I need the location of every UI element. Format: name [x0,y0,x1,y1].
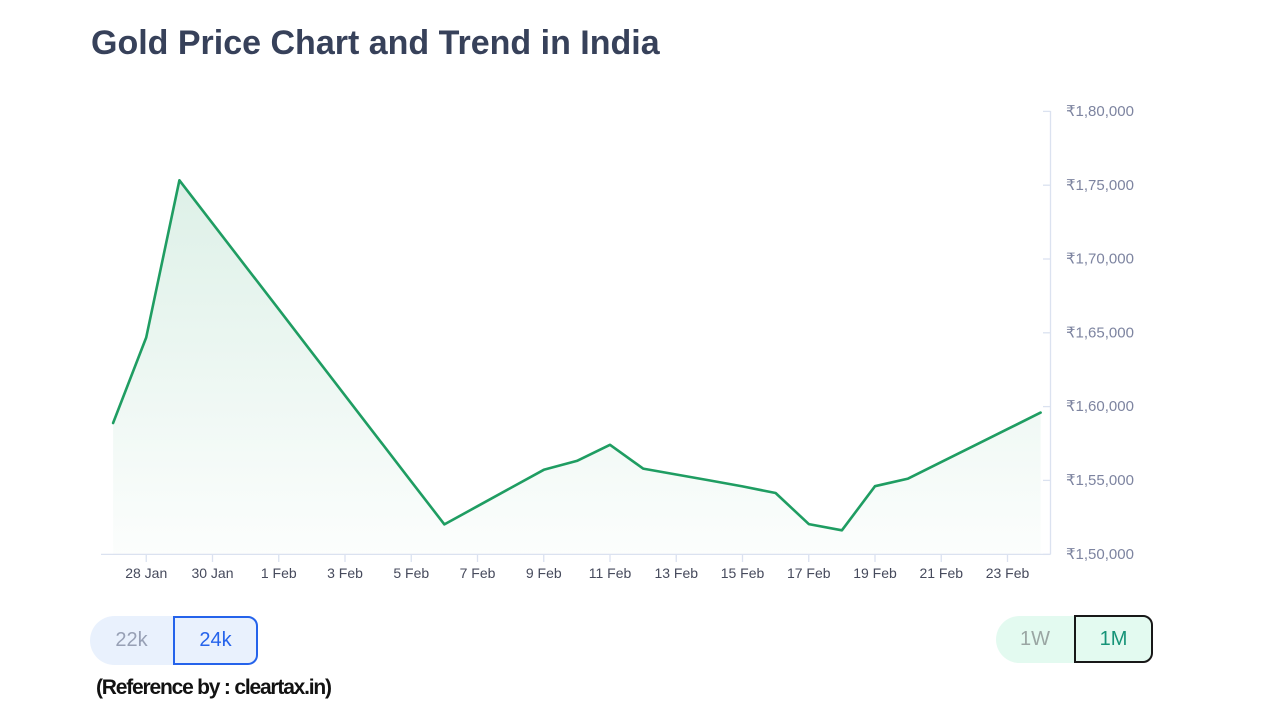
svg-text:28 Jan: 28 Jan [125,565,167,581]
svg-text:₹1,65,000: ₹1,65,000 [1066,324,1134,341]
svg-text:3 Feb: 3 Feb [327,565,363,581]
svg-text:15 Feb: 15 Feb [721,565,765,581]
svg-text:13 Feb: 13 Feb [654,565,698,581]
svg-text:17 Feb: 17 Feb [787,565,831,581]
svg-text:11 Feb: 11 Feb [589,565,632,581]
svg-text:₹1,60,000: ₹1,60,000 [1066,398,1134,415]
svg-text:1 Feb: 1 Feb [261,565,297,581]
svg-text:5 Feb: 5 Feb [393,565,429,581]
svg-text:₹1,70,000: ₹1,70,000 [1066,251,1134,268]
svg-text:₹1,55,000: ₹1,55,000 [1066,472,1134,489]
svg-text:₹1,50,000: ₹1,50,000 [1066,546,1134,563]
svg-text:₹1,75,000: ₹1,75,000 [1066,177,1134,194]
svg-text:₹1,80,000: ₹1,80,000 [1066,103,1134,120]
svg-text:19 Feb: 19 Feb [853,565,897,581]
svg-text:21 Feb: 21 Feb [919,565,963,581]
svg-text:9 Feb: 9 Feb [526,565,562,581]
svg-text:7 Feb: 7 Feb [460,565,496,581]
svg-text:30 Jan: 30 Jan [191,565,233,581]
svg-text:23 Feb: 23 Feb [986,565,1030,581]
